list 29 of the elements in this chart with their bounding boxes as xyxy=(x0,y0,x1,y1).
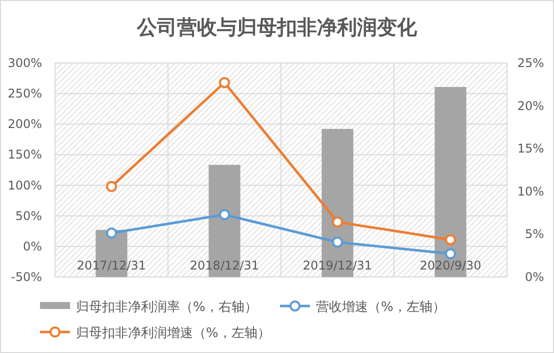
point xyxy=(219,77,230,88)
x-tick-label: 2018/12/31 xyxy=(190,258,260,272)
y2-tick-label: 25% xyxy=(517,56,544,70)
legend-label: 归母扣非净利润增速（%，左轴） xyxy=(76,326,270,341)
point xyxy=(332,236,343,248)
chart-title: 公司营收与归母扣非净利润变化 xyxy=(136,15,418,39)
y-tick-label: 200% xyxy=(8,117,42,132)
y-tick-label: 100% xyxy=(8,178,42,192)
legend-label: 营收增速（%，左轴） xyxy=(316,300,446,315)
y2-tick-label: 0% xyxy=(524,270,544,284)
point xyxy=(332,216,343,228)
y2-tick-label: 15% xyxy=(517,142,544,156)
y-tick-label: 0% xyxy=(22,239,42,254)
y2-tick-label: 20% xyxy=(517,98,544,113)
point xyxy=(106,227,117,238)
y2-tick-label: 5% xyxy=(524,227,544,242)
y-tick-label: 150% xyxy=(8,148,42,162)
x-tick-label: 2019/12/31 xyxy=(302,258,372,272)
y-tick-label: 300% xyxy=(8,56,42,70)
y-tick-label: 50% xyxy=(15,208,42,223)
y-tick-label: -50% xyxy=(10,270,42,284)
y-tick-label: 250% xyxy=(8,86,42,101)
legend-label: 归母扣非净利润率（%，右轴） xyxy=(76,299,258,315)
x-tick-label: 2017/12/31 xyxy=(76,258,146,272)
point xyxy=(445,248,456,260)
point xyxy=(219,209,230,220)
point xyxy=(445,234,456,246)
y2-tick-label: 10% xyxy=(517,184,544,198)
point xyxy=(106,181,117,192)
